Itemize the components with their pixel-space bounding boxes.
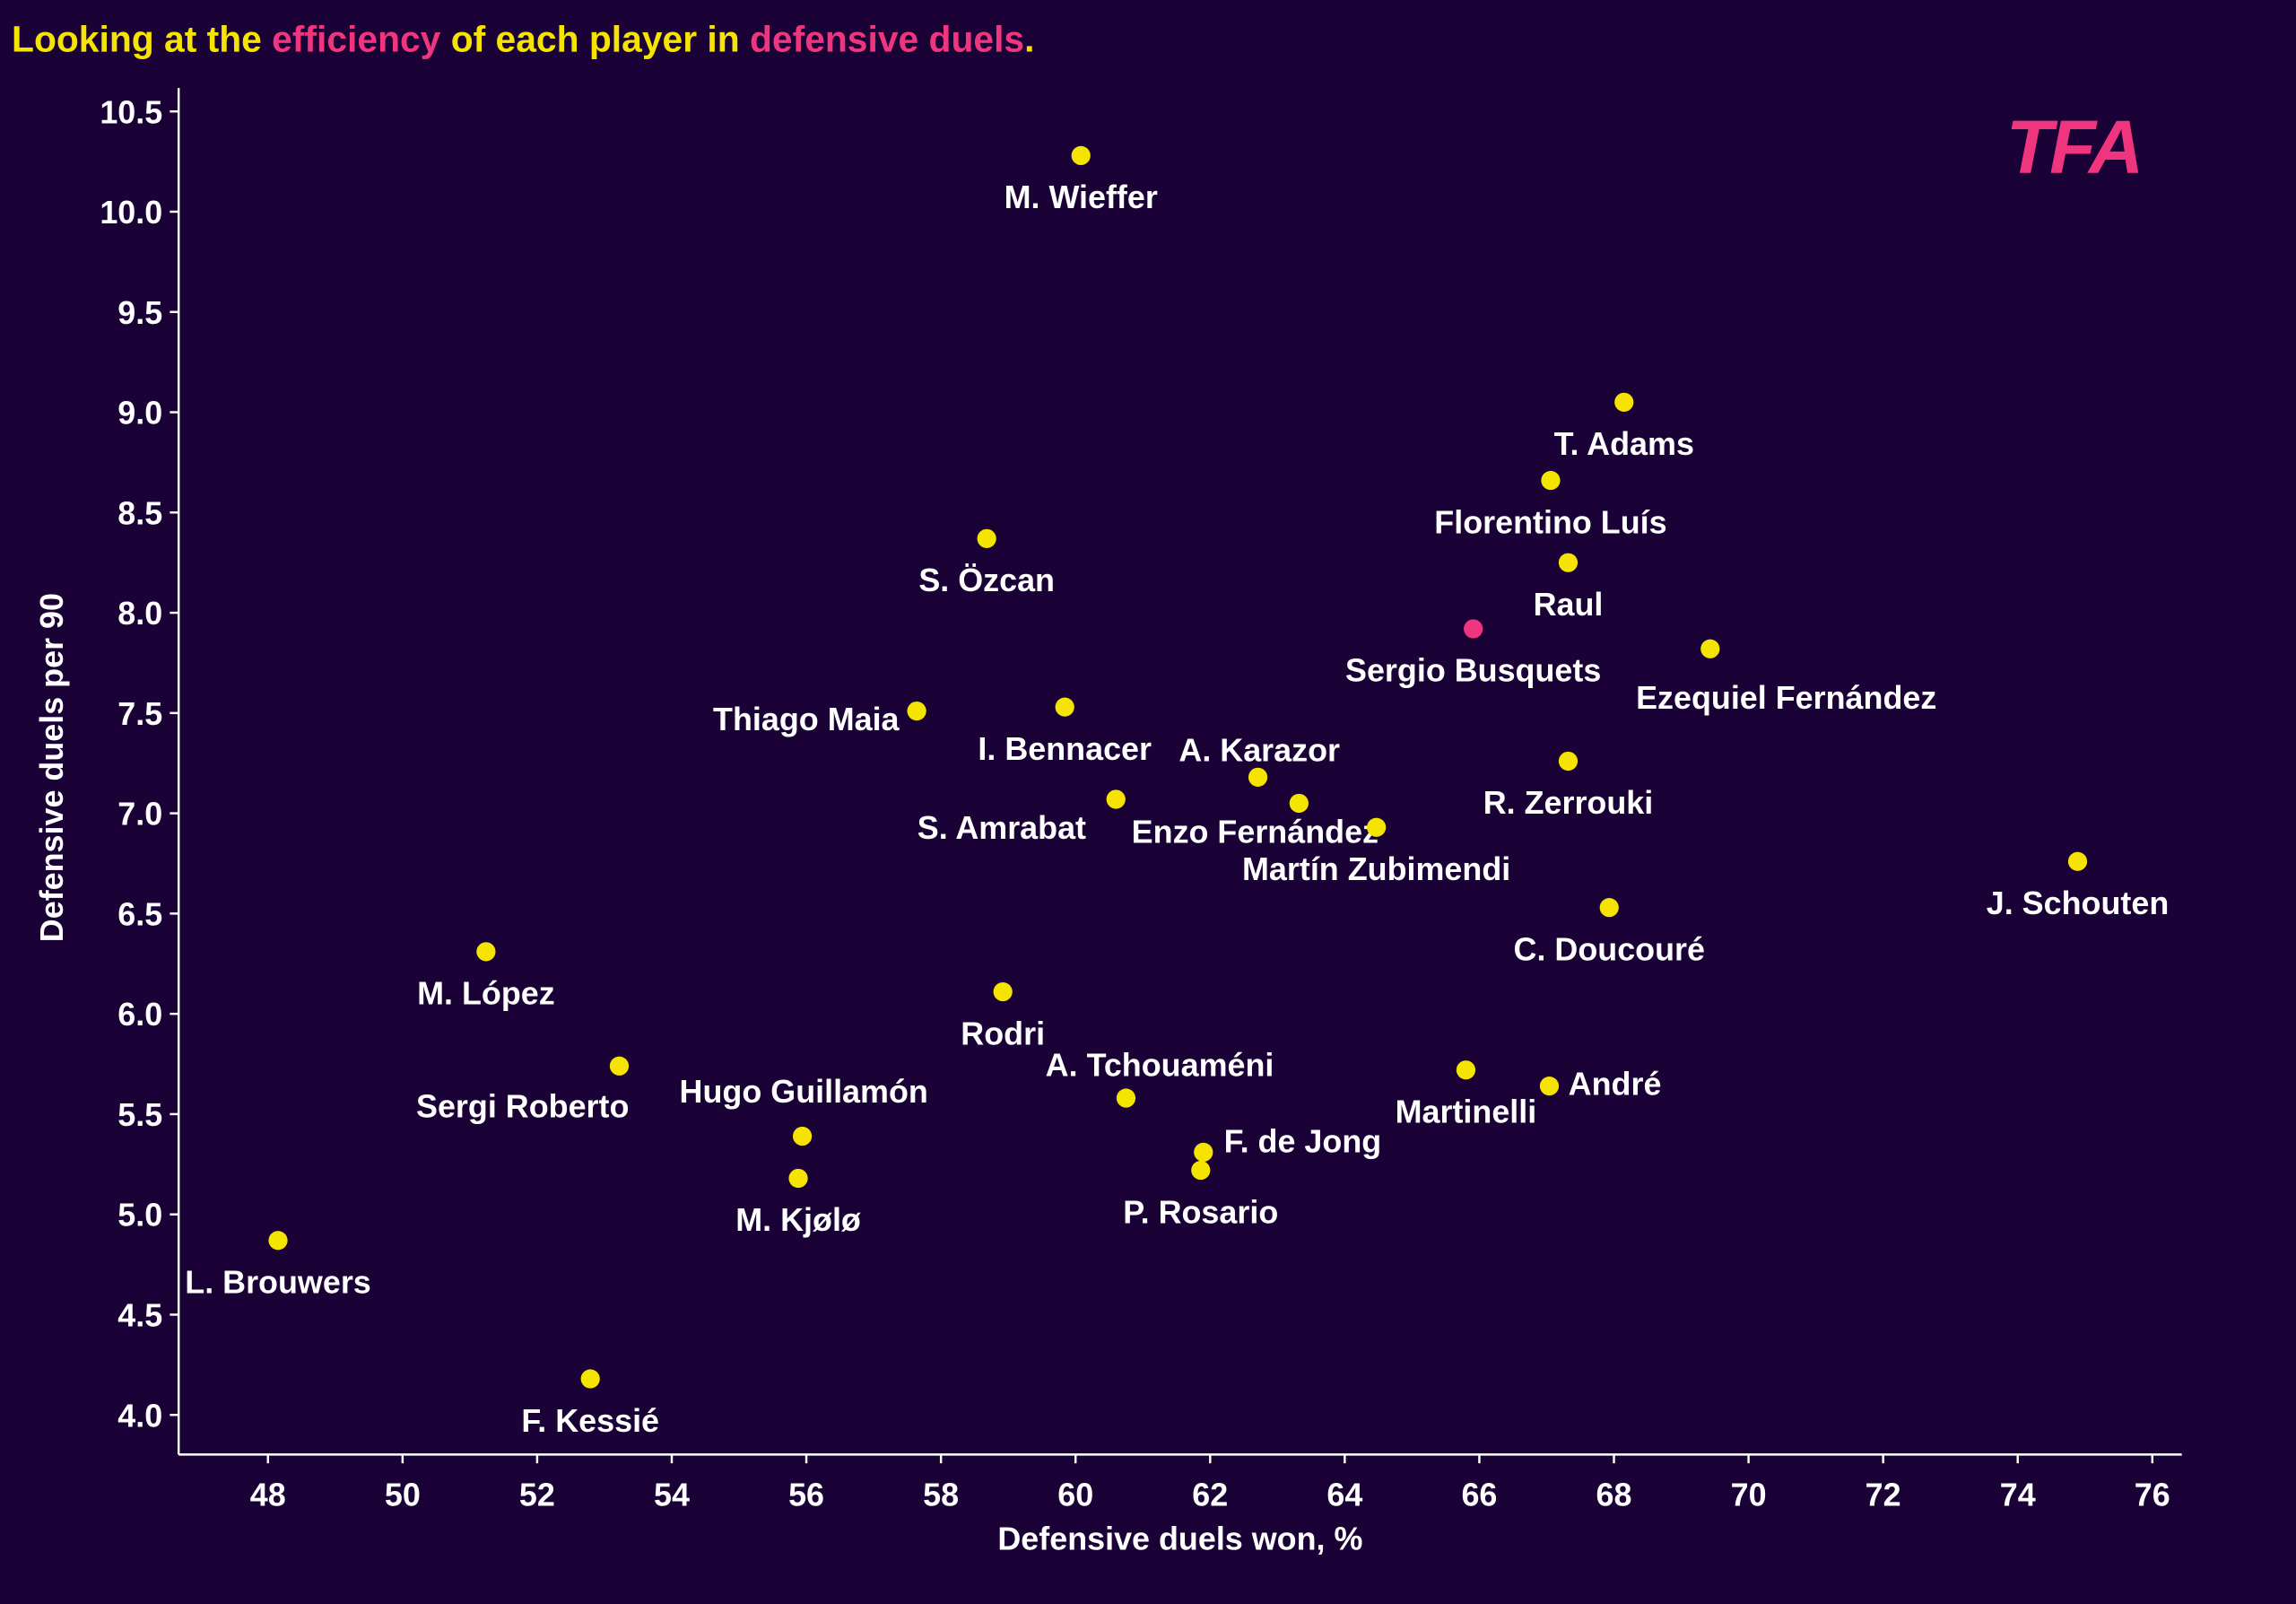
point-label: P. Rosario xyxy=(1123,1193,1278,1230)
point-label: C. Doucouré xyxy=(1514,930,1705,967)
x-tick-label: 70 xyxy=(1731,1476,1767,1512)
data-point xyxy=(788,1168,808,1189)
point-label: A. Karazor xyxy=(1178,731,1340,768)
point-label: M. Wieffer xyxy=(1004,179,1158,215)
data-point xyxy=(1541,470,1561,491)
x-tick-label: 56 xyxy=(788,1476,824,1512)
y-tick-label: 5.0 xyxy=(117,1197,162,1234)
y-tick-label: 10.5 xyxy=(100,93,162,130)
x-tick-label: 76 xyxy=(2135,1476,2170,1512)
data-point xyxy=(580,1369,600,1389)
data-point xyxy=(907,701,926,721)
y-tick-label: 5.5 xyxy=(117,1096,162,1133)
data-point xyxy=(476,942,496,962)
x-tick-label: 58 xyxy=(923,1476,959,1512)
point-label: A. Tchouaméni xyxy=(1046,1047,1274,1084)
x-tick-label: 66 xyxy=(1461,1476,1497,1512)
y-tick-label: 4.5 xyxy=(117,1297,162,1334)
x-tick-label: 64 xyxy=(1326,1476,1362,1512)
point-label: Thiago Maia xyxy=(713,701,900,737)
title-part: defensive duels xyxy=(750,18,1024,59)
point-label: Rodri xyxy=(961,1015,1045,1051)
data-point xyxy=(1599,898,1619,918)
point-label: F. de Jong xyxy=(1224,1122,1382,1159)
point-label: I. Bennacer xyxy=(978,730,1152,767)
x-tick-label: 52 xyxy=(519,1476,555,1512)
data-point xyxy=(1539,1077,1560,1096)
point-label: T. Adams xyxy=(1554,425,1694,462)
point-label: Enzo Fernández xyxy=(1132,814,1378,850)
point-label: J. Schouten xyxy=(1987,885,2170,921)
x-tick-label: 62 xyxy=(1192,1476,1228,1512)
data-point xyxy=(1700,639,1720,658)
data-point xyxy=(1456,1060,1476,1080)
data-point xyxy=(1367,817,1387,837)
point-label: Florentino Luís xyxy=(1434,503,1666,540)
point-label: M. López xyxy=(417,975,555,1012)
point-label: Sergio Busquets xyxy=(1345,652,1601,689)
tfa-logo: TFA xyxy=(2006,104,2142,189)
data-point xyxy=(1289,793,1309,814)
x-tick-label: 60 xyxy=(1057,1476,1093,1512)
data-point xyxy=(792,1126,813,1146)
x-axis-title: Defensive duels won, % xyxy=(997,1520,1362,1556)
point-label: Hugo Guillamón xyxy=(680,1073,928,1110)
y-tick-label: 6.0 xyxy=(117,996,162,1033)
point-label: S. Amrabat xyxy=(918,809,1086,846)
data-point xyxy=(1558,553,1578,572)
data-point xyxy=(268,1231,288,1251)
title-part: . xyxy=(1024,18,1034,59)
y-tick-label: 8.5 xyxy=(117,494,162,531)
point-label: Martín Zubimendi xyxy=(1242,850,1510,887)
point-label: André xyxy=(1569,1065,1662,1102)
y-tick-label: 10.0 xyxy=(100,194,162,231)
point-label: M. Kjølø xyxy=(735,1201,861,1238)
x-tick-label: 54 xyxy=(654,1476,690,1512)
point-label: Raul xyxy=(1534,586,1604,623)
point-label: Martinelli xyxy=(1396,1094,1537,1130)
x-tick-label: 72 xyxy=(1866,1476,1901,1512)
data-point xyxy=(2067,851,2088,871)
x-tick-label: 74 xyxy=(2000,1476,2036,1512)
x-tick-label: 48 xyxy=(250,1476,286,1512)
point-label: Ezequiel Fernández xyxy=(1636,679,1936,716)
chart-title: Looking at the efficiency of each player… xyxy=(12,18,1034,59)
data-point xyxy=(1464,619,1483,639)
y-tick-label: 7.0 xyxy=(117,796,162,833)
point-label: L. Brouwers xyxy=(185,1264,370,1301)
point-label: R. Zerrouki xyxy=(1483,784,1654,821)
data-point xyxy=(1191,1160,1211,1181)
data-point xyxy=(1116,1088,1136,1108)
data-point xyxy=(1248,767,1268,787)
data-point xyxy=(1055,697,1074,717)
y-tick-label: 6.5 xyxy=(117,895,162,932)
x-tick-label: 50 xyxy=(385,1476,421,1512)
title-part: of each player in xyxy=(440,18,750,59)
data-point xyxy=(977,528,996,548)
data-point xyxy=(609,1056,630,1076)
data-point xyxy=(1106,789,1126,809)
title-part: Looking at the xyxy=(12,18,272,59)
x-tick-label: 68 xyxy=(1596,1476,1632,1512)
point-label: F. Kessié xyxy=(521,1402,659,1439)
y-axis-title: Defensive duels per 90 xyxy=(33,593,70,942)
data-point xyxy=(993,981,1013,1002)
data-point xyxy=(1614,392,1634,412)
title-part: efficiency xyxy=(272,18,441,59)
y-tick-label: 9.5 xyxy=(117,294,162,331)
data-point xyxy=(1558,751,1578,771)
point-label: Sergi Roberto xyxy=(416,1087,629,1124)
data-point xyxy=(1194,1142,1213,1163)
data-point xyxy=(1071,145,1091,165)
y-tick-label: 9.0 xyxy=(117,395,162,432)
y-tick-label: 8.0 xyxy=(117,595,162,632)
y-tick-label: 7.5 xyxy=(117,695,162,732)
point-label: S. Özcan xyxy=(918,562,1055,598)
y-tick-label: 4.0 xyxy=(117,1397,162,1434)
